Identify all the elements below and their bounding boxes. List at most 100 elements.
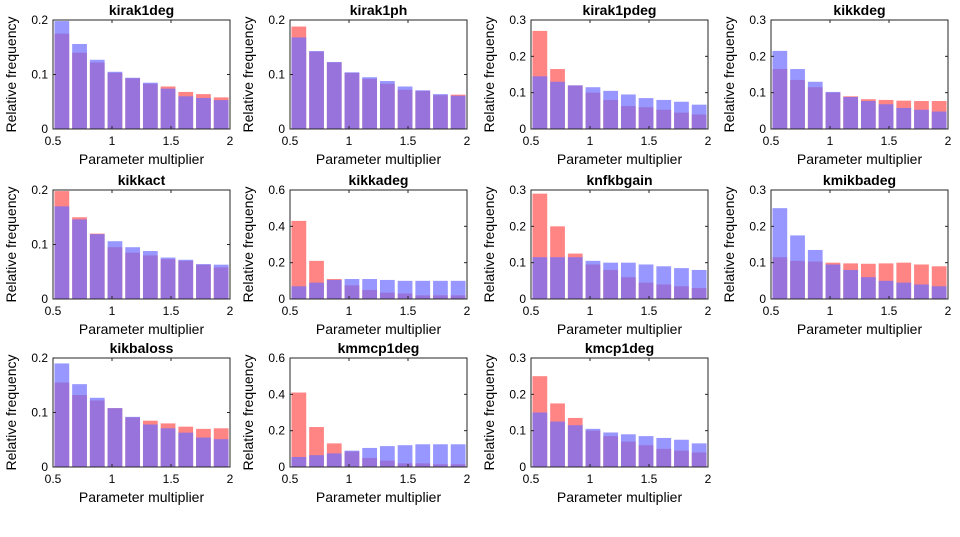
y-axis-label: Relative frequency bbox=[3, 355, 19, 471]
y-tick-label: 0.6 bbox=[268, 183, 285, 197]
blue-bar bbox=[691, 443, 707, 467]
blue-bar bbox=[213, 264, 229, 299]
x-tick-label: 1.5 bbox=[163, 304, 180, 318]
blue-bar bbox=[54, 206, 70, 299]
blue-bar bbox=[825, 264, 841, 299]
blue-bar bbox=[72, 384, 87, 467]
red-bar bbox=[291, 220, 307, 299]
y-tick-label: 0.2 bbox=[509, 387, 526, 401]
x-tick-label: 1 bbox=[587, 304, 594, 318]
blue-bar bbox=[843, 269, 859, 299]
y-tick-label: 0.1 bbox=[749, 256, 766, 270]
x-tick-label: 1.5 bbox=[400, 134, 417, 148]
blue-bar bbox=[344, 450, 360, 467]
x-tick-label: 0.5 bbox=[763, 134, 780, 148]
x-axis-label: Parameter multiplier bbox=[797, 321, 923, 337]
x-tick-label: 1.5 bbox=[881, 304, 898, 318]
blue-bar bbox=[160, 257, 176, 299]
blue-bar bbox=[656, 99, 672, 129]
x-tick-label: 1 bbox=[587, 134, 594, 148]
blue-bar bbox=[362, 279, 378, 299]
x-tick-label: 2 bbox=[464, 472, 471, 486]
y-axis-label: Relative frequency bbox=[481, 187, 497, 303]
blue-bar bbox=[291, 457, 307, 467]
blue-bar bbox=[178, 259, 194, 299]
y-tick-label: 0 bbox=[278, 122, 285, 136]
y-tick-label: 0 bbox=[278, 292, 285, 306]
x-tick-label: 1.5 bbox=[641, 472, 658, 486]
blue-bar bbox=[843, 97, 859, 129]
x-tick-label: 2 bbox=[705, 472, 712, 486]
blue-bar bbox=[638, 436, 654, 467]
blue-bar bbox=[790, 69, 805, 129]
x-tick-label: 0.5 bbox=[763, 304, 780, 318]
y-tick-label: 0.1 bbox=[31, 406, 48, 420]
blue-bar bbox=[450, 95, 466, 129]
y-tick-label: 0.1 bbox=[31, 68, 48, 82]
blue-bar bbox=[638, 264, 654, 299]
y-tick-label: 0.1 bbox=[749, 86, 766, 100]
blue-bar bbox=[585, 87, 601, 129]
blue-bar bbox=[89, 234, 105, 299]
y-tick-label: 0.2 bbox=[31, 351, 48, 365]
blue-bar bbox=[213, 100, 229, 129]
y-tick-label: 0.4 bbox=[268, 219, 285, 233]
subplot-kmikbadeg: 0.5 1 1.5 2 0 0.1 0.2 0.3 kmikbadeg Parameter mul… bbox=[721, 172, 952, 337]
x-tick-label: 0.5 bbox=[523, 304, 540, 318]
x-axis-label: Parameter multiplier bbox=[797, 151, 923, 167]
blue-bar bbox=[860, 277, 876, 299]
blue-bar bbox=[379, 81, 395, 129]
blue-bar bbox=[142, 251, 158, 299]
blue-bar bbox=[638, 98, 654, 129]
blue-bar bbox=[807, 249, 823, 299]
blue-bar bbox=[125, 416, 141, 467]
x-tick-label: 2 bbox=[227, 134, 234, 148]
blue-bar bbox=[433, 94, 448, 129]
blue-bar bbox=[772, 50, 788, 129]
blue-bar bbox=[691, 269, 707, 299]
blue-bar bbox=[125, 77, 141, 129]
x-tick-label: 2 bbox=[227, 304, 234, 318]
subplot-title: kirak1pdeg bbox=[583, 2, 657, 18]
subplot-title: knfkbgain bbox=[586, 172, 652, 188]
blue-bar bbox=[603, 432, 619, 467]
blue-bar bbox=[379, 279, 395, 299]
subplot-kirak1pdeg: 0.5 1 1.5 2 0 0.1 0.2 0.3 kirak1pdeg Parameter mu… bbox=[481, 2, 712, 167]
x-tick-label: 1 bbox=[346, 134, 353, 148]
x-axis-label: Parameter multiplier bbox=[316, 321, 442, 337]
blue-bar bbox=[178, 432, 194, 467]
blue-bar bbox=[550, 81, 565, 129]
blue-bar bbox=[878, 104, 894, 129]
x-tick-label: 2 bbox=[945, 304, 952, 318]
subplot-kirak1deg: 0.5 1 1.5 2 0 0.1 0.2 kirak1deg Parameter multip… bbox=[3, 2, 234, 167]
y-tick-label: 0.2 bbox=[749, 219, 766, 233]
subplot-title: kirak1ph bbox=[350, 2, 408, 18]
y-tick-label: 0 bbox=[519, 292, 526, 306]
blue-bar bbox=[72, 219, 87, 299]
blue-bar bbox=[213, 439, 229, 467]
x-tick-label: 0.5 bbox=[282, 134, 299, 148]
subplot-kikbaloss: 0.5 1 1.5 2 0 0.1 0.2 kikbaloss Parameter multip… bbox=[3, 340, 234, 505]
blue-bar bbox=[656, 266, 672, 299]
blue-bar bbox=[196, 437, 211, 467]
blue-bar bbox=[344, 279, 360, 299]
x-axis-label: Parameter multiplier bbox=[79, 489, 205, 505]
blue-bar bbox=[54, 21, 70, 130]
x-tick-label: 0.5 bbox=[45, 134, 62, 148]
blue-bar bbox=[309, 282, 324, 299]
blue-bar bbox=[532, 257, 548, 299]
blue-bar bbox=[362, 447, 378, 467]
y-tick-label: 0.3 bbox=[509, 13, 526, 27]
subplot-kmcp1deg: 0.5 1 1.5 2 0 0.1 0.2 0.3 kmcp1deg Parameter mult… bbox=[481, 340, 712, 505]
blue-bar bbox=[450, 444, 466, 467]
x-tick-label: 0.5 bbox=[282, 472, 299, 486]
y-tick-label: 0.2 bbox=[31, 183, 48, 197]
y-tick-label: 0.2 bbox=[749, 49, 766, 63]
blue-bar bbox=[379, 446, 395, 467]
blue-bar bbox=[603, 262, 619, 299]
subplot-title: kikkadeg bbox=[349, 172, 409, 188]
y-tick-label: 0.6 bbox=[268, 351, 285, 365]
x-tick-label: 1 bbox=[346, 304, 353, 318]
y-axis-label: Relative frequency bbox=[721, 187, 737, 303]
blue-bar bbox=[914, 109, 929, 129]
